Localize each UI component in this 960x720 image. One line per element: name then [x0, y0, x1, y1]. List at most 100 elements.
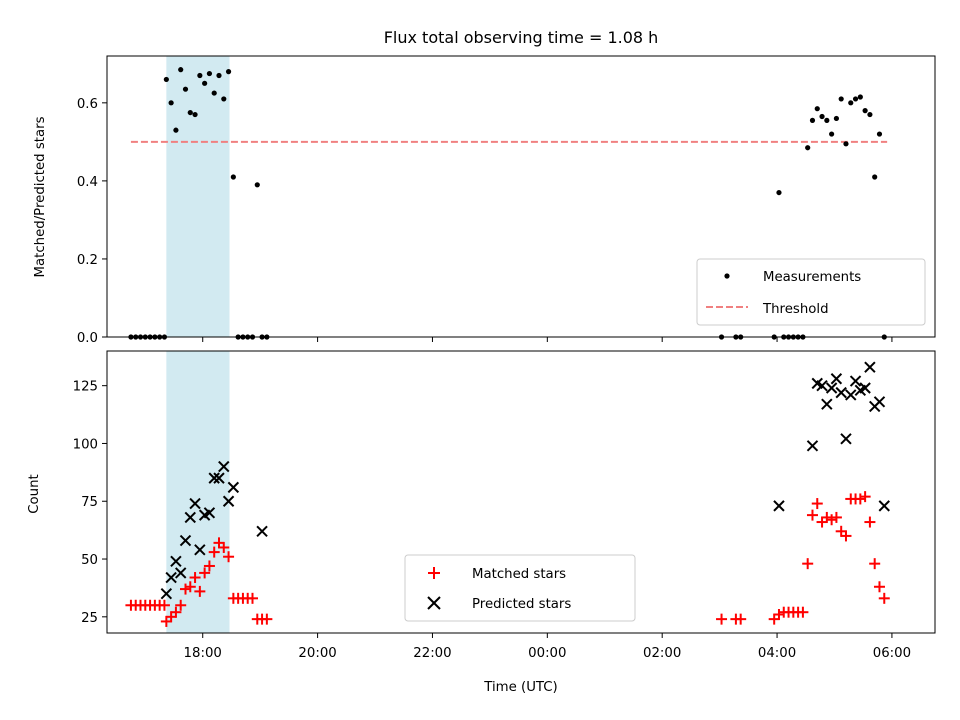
predicted-star-point: [845, 389, 857, 401]
measurement-point: [163, 76, 169, 83]
matched-star-point: [873, 581, 885, 593]
matched-star-point: [246, 592, 258, 604]
matched-star-point: [208, 546, 220, 558]
top-legend: Measurements Threshold: [696, 258, 926, 326]
matched-star-point: [199, 567, 211, 579]
predicted-star-point: [165, 571, 177, 584]
measurement-point: [824, 117, 830, 123]
predicted-star-point: [859, 382, 871, 394]
shade-band-top: [166, 56, 230, 337]
bottom-legend-box: [404, 554, 636, 622]
measurement-point: [843, 141, 849, 147]
shade-band-bottom: [166, 351, 230, 633]
matched-star-point: [830, 511, 842, 523]
measurement-point: [197, 72, 203, 79]
predicted-star-point: [878, 500, 890, 512]
matched-star-point: [184, 581, 196, 593]
predicted-star-point: [830, 373, 843, 385]
measurement-point: [848, 100, 854, 106]
top-y-tick-label: 0.2: [77, 253, 98, 268]
matched-star-point: [158, 599, 170, 611]
predicted-star-point: [174, 567, 187, 579]
measurement-point: [192, 111, 198, 118]
bottom-y-axis-ticks: 25 50 75 100 125: [73, 380, 107, 626]
measurement-point: [187, 109, 193, 116]
measurement-point: [776, 189, 782, 196]
measurement-point: [862, 108, 868, 114]
measurement-point: [872, 174, 878, 180]
predicted-star-point: [821, 398, 833, 410]
matched-star-point: [864, 516, 876, 528]
bottom-x-tick-label: 02:00: [643, 646, 681, 661]
matched-star-point: [826, 514, 838, 526]
predicted-star-point: [840, 433, 852, 445]
top-y-axis-ticks: 0.0 0.2 0.4 0.6: [77, 97, 107, 346]
measurement-point: [833, 115, 840, 122]
measurement-point: [876, 131, 883, 137]
matched-star-point: [218, 541, 230, 553]
measurement-point: [216, 72, 222, 79]
bottom-x-tick-label: 04:00: [758, 646, 796, 661]
predicted-star-point: [773, 500, 785, 512]
top-panel: 0.0 0.2 0.4 0.6 Matched/Predicted stars Mea…: [33, 55, 936, 346]
bottom-legend: Matched stars Predicted stars: [404, 554, 636, 622]
chart-title: Flux total observing time = 1.08 h: [384, 28, 659, 47]
measurement-point: [809, 117, 816, 123]
measurement-point: [168, 100, 174, 106]
top-legend-box: [696, 258, 926, 326]
predicted-star-point: [849, 375, 862, 387]
matched-star-point: [175, 599, 187, 611]
matched-star-point: [878, 592, 890, 604]
legend-marker-matched: [428, 567, 440, 579]
x-axis-label: Time (UTC): [483, 680, 558, 695]
measurement-point: [206, 70, 213, 77]
matched-star-point: [806, 509, 818, 521]
bottom-y-tick-label: 125: [73, 380, 98, 395]
legend-label-measurements: Measurements: [763, 270, 861, 285]
measurement-point: [221, 96, 227, 102]
matched-stars-series: [125, 491, 890, 627]
matched-star-point: [194, 585, 206, 597]
measurement-point: [225, 69, 232, 75]
matched-star-point: [859, 491, 871, 503]
predicted-star-point: [218, 460, 230, 473]
matched-star-point: [797, 606, 809, 618]
predicted-star-point: [179, 534, 192, 547]
predicted-star-point: [825, 382, 838, 394]
matched-star-point: [773, 609, 785, 621]
top-x-axis-ticks: [202, 337, 893, 342]
predicted-star-point: [256, 525, 268, 538]
bottom-x-tick-label: 00:00: [528, 646, 566, 661]
bottom-y-axis-label: Count: [27, 474, 42, 514]
observing-window-shade-top: [166, 56, 230, 337]
matched-star-point: [179, 583, 191, 595]
legend-label-predicted: Predicted stars: [472, 597, 571, 612]
measurement-point: [838, 96, 844, 102]
measurement-point: [857, 94, 863, 100]
measurement-point: [178, 67, 184, 73]
bottom-x-tick-label: 22:00: [413, 646, 451, 661]
bottom-y-tick-label: 25: [81, 611, 98, 626]
predicted-star-point: [208, 472, 220, 484]
predicted-star-point: [170, 555, 182, 568]
predicted-star-point: [213, 472, 225, 484]
measurement-point: [182, 86, 189, 92]
matched-star-point: [189, 572, 201, 584]
top-y-tick-label: 0.0: [77, 331, 98, 346]
predicted-star-point: [203, 507, 216, 519]
measurement-point: [805, 145, 811, 151]
predicted-star-point: [160, 587, 173, 600]
top-y-tick-label: 0.4: [77, 175, 98, 190]
top-axes-frame: [106, 55, 936, 338]
bottom-x-tick-label: 06:00: [873, 646, 911, 661]
matched-star-point: [203, 560, 215, 572]
predicted-star-point: [816, 379, 828, 392]
predicted-stars-series: [160, 361, 890, 600]
matched-star-point: [223, 551, 235, 563]
matched-star-point: [735, 613, 747, 625]
bottom-panel: 25 50 75 100 125 18:00 20:00 22:00 00:00 02:00 04…: [27, 350, 936, 695]
matched-star-point: [821, 511, 833, 523]
bottom-x-axis-ticks: 18:00 20:00 22:00 00:00 02:00 04:00 06:00: [184, 633, 911, 661]
predicted-star-point: [222, 495, 235, 507]
